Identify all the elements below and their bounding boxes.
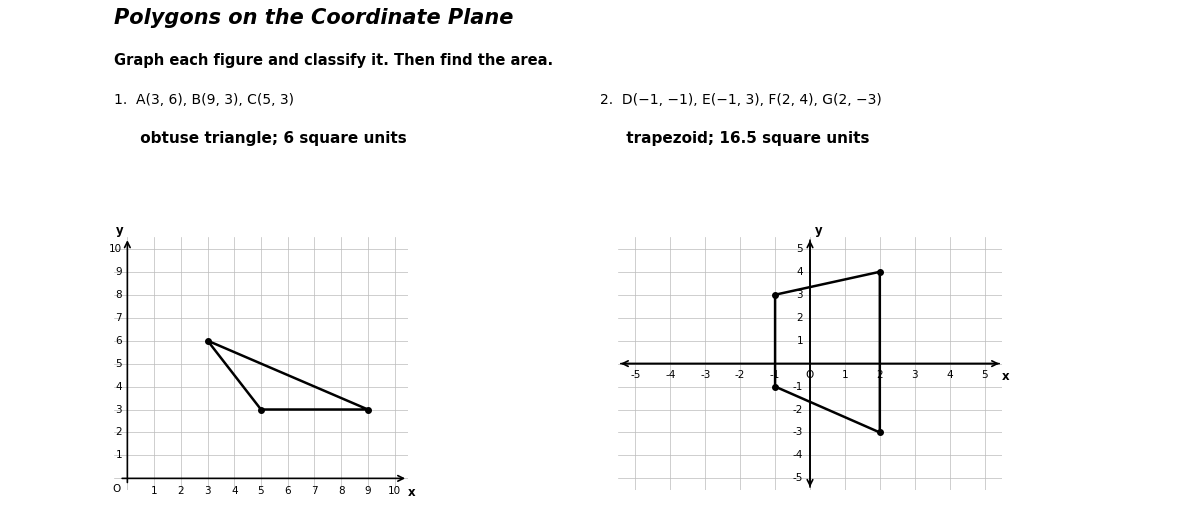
Text: 1: 1 — [115, 450, 122, 461]
Text: -4: -4 — [665, 371, 676, 380]
Text: 1: 1 — [151, 486, 157, 496]
Text: 7: 7 — [311, 486, 318, 496]
Text: 4: 4 — [115, 382, 122, 391]
Text: 2.  D(−1, −1), E(−1, 3), F(2, 4), G(2, −3): 2. D(−1, −1), E(−1, 3), F(2, 4), G(2, −3… — [600, 93, 882, 108]
Text: 8: 8 — [115, 290, 122, 300]
Text: 3: 3 — [115, 405, 122, 415]
Text: 2: 2 — [178, 486, 184, 496]
Text: 6: 6 — [115, 336, 122, 345]
Text: 9: 9 — [365, 486, 371, 496]
Text: 7: 7 — [115, 313, 122, 323]
Text: 3: 3 — [912, 371, 918, 380]
Text: 4: 4 — [230, 486, 238, 496]
Text: 2: 2 — [797, 313, 803, 323]
Text: -1: -1 — [770, 371, 780, 380]
Text: 5: 5 — [797, 244, 803, 254]
Text: O: O — [113, 484, 121, 494]
Text: x: x — [1002, 371, 1009, 383]
Text: Graph each figure and classify it. Then find the area.: Graph each figure and classify it. Then … — [114, 53, 553, 68]
Text: -1: -1 — [793, 382, 803, 391]
Text: -2: -2 — [793, 405, 803, 415]
Text: 1: 1 — [797, 336, 803, 345]
Text: 1.  A(3, 6), B(9, 3), C(5, 3): 1. A(3, 6), B(9, 3), C(5, 3) — [114, 93, 294, 108]
Text: obtuse triangle; 6 square units: obtuse triangle; 6 square units — [114, 131, 407, 146]
Text: -2: -2 — [734, 371, 745, 380]
Text: O: O — [806, 371, 814, 380]
Text: 2: 2 — [876, 371, 883, 380]
Text: -5: -5 — [630, 371, 641, 380]
Text: -5: -5 — [793, 473, 803, 483]
Text: y: y — [115, 224, 124, 237]
Text: -4: -4 — [793, 450, 803, 461]
Text: -3: -3 — [793, 427, 803, 437]
Text: 5: 5 — [258, 486, 264, 496]
Text: 10: 10 — [109, 244, 122, 254]
Text: 6: 6 — [284, 486, 292, 496]
Text: 4: 4 — [947, 371, 953, 380]
Text: 4: 4 — [797, 267, 803, 277]
Text: trapezoid; 16.5 square units: trapezoid; 16.5 square units — [600, 131, 870, 146]
Text: 3: 3 — [797, 290, 803, 300]
Text: x: x — [408, 486, 415, 499]
Text: 1: 1 — [841, 371, 848, 380]
Text: -3: -3 — [700, 371, 710, 380]
Text: 2: 2 — [115, 427, 122, 437]
Text: y: y — [815, 224, 823, 237]
Text: 8: 8 — [338, 486, 344, 496]
Text: 3: 3 — [204, 486, 211, 496]
Text: 5: 5 — [115, 359, 122, 369]
Text: 9: 9 — [115, 267, 122, 277]
Text: Polygons on the Coordinate Plane: Polygons on the Coordinate Plane — [114, 8, 514, 28]
Text: 10: 10 — [388, 486, 401, 496]
Text: 5: 5 — [982, 371, 988, 380]
